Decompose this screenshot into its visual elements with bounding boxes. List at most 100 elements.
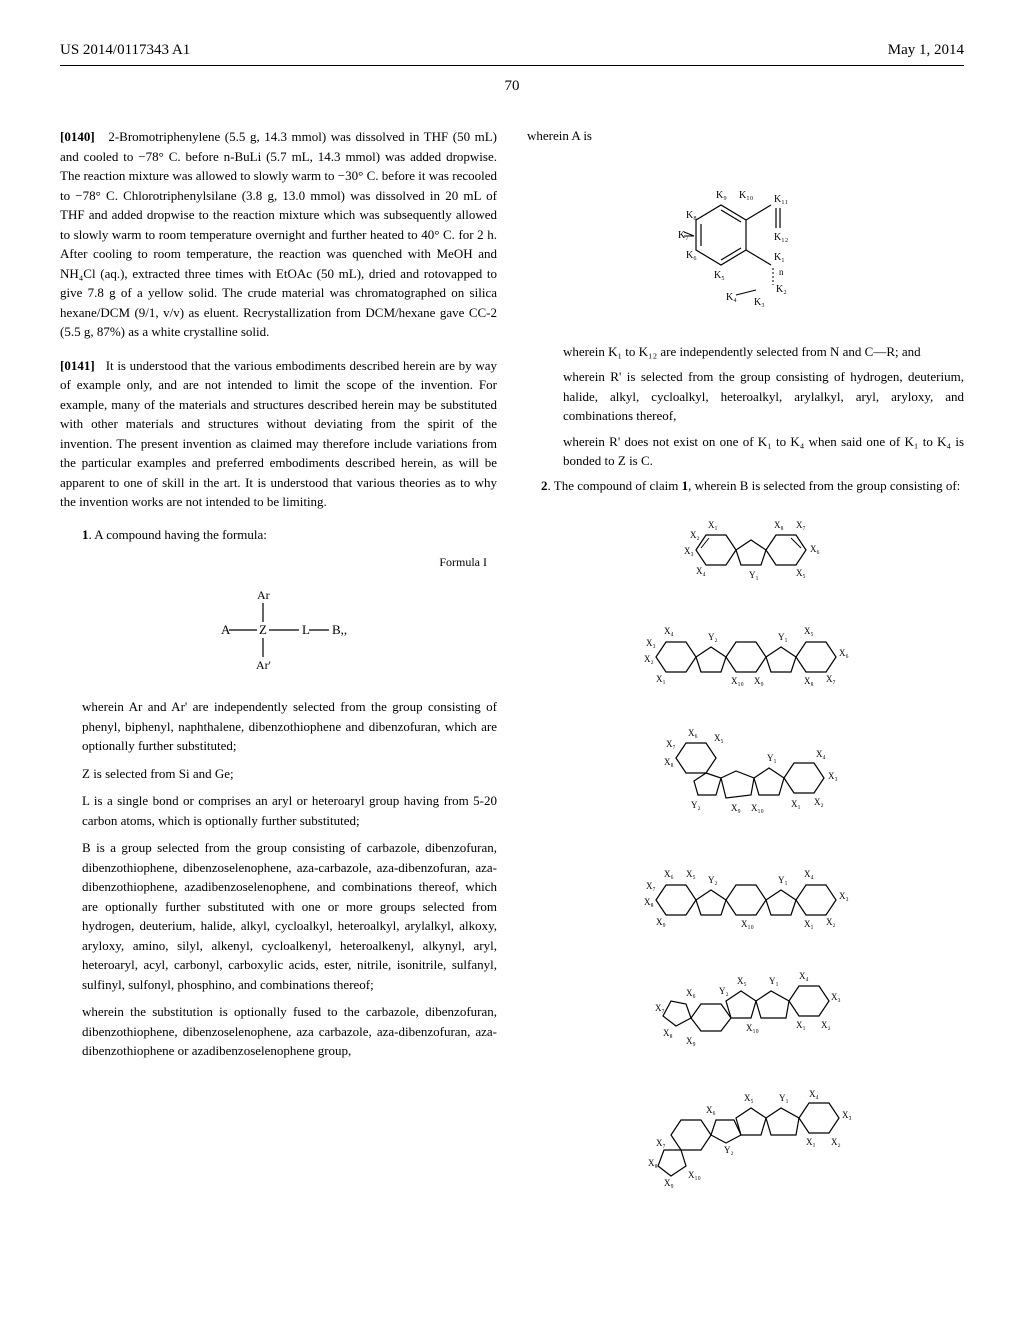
svg-text:B,,: B,, — [332, 622, 347, 637]
svg-text:K₂: K₂ — [776, 284, 787, 295]
svg-text:K₅: K₅ — [714, 270, 725, 281]
svg-text:Y₁: Y₁ — [778, 632, 788, 642]
svg-text:X₁: X₁ — [804, 919, 814, 929]
svg-text:X₃: X₃ — [839, 891, 849, 901]
svg-text:X₆: X₆ — [686, 988, 696, 998]
svg-text:X₆: X₆ — [664, 869, 674, 879]
claim-1-text: A compound having the formula: — [94, 527, 267, 542]
formula-label: Formula I — [60, 554, 487, 571]
svg-text:X₁: X₁ — [656, 674, 666, 684]
svg-text:X₄: X₄ — [809, 1089, 819, 1099]
svg-text:X₅: X₅ — [737, 976, 747, 986]
structure-b3-svg: X₇ X₆ X₅ X₈ Y₂ X₉ X₁₀ Y₁ X₄ X₃ X₂ X₁ — [636, 723, 856, 833]
svg-text:K₁: K₁ — [774, 252, 785, 263]
svg-text:X₄: X₄ — [799, 971, 809, 981]
svg-text:X₈: X₈ — [804, 676, 814, 686]
b-group: B is a group selected from the group con… — [82, 838, 497, 994]
svg-text:K₉: K₉ — [716, 190, 727, 201]
svg-text:K₄: K₄ — [726, 292, 737, 303]
publication-date: May 1, 2014 — [888, 40, 964, 61]
right-column: wherein A is K₈ K₇ K₆ K₅ K₉ K₁₀ K₁₁ — [527, 127, 964, 1220]
svg-text:Y₂: Y₂ — [724, 1145, 734, 1155]
structure-b1-svg: X₂ X₁ X₃ X₄ Y₁ X₈ X₇ X₆ X₅ — [646, 510, 846, 590]
structure-a-svg: K₈ K₇ K₆ K₅ K₉ K₁₀ K₁₁ K₁₂ K₁ K₂ K₃ K₄ — [636, 160, 856, 320]
svg-text:X₄: X₄ — [696, 566, 706, 576]
wherein-r2: wherein R' does not exist on one of K₁ t… — [563, 432, 964, 471]
structure-a: K₈ K₇ K₆ K₅ K₉ K₁₀ K₁₁ K₁₂ K₁ K₂ K₃ K₄ — [527, 160, 964, 327]
svg-text:X₂: X₂ — [826, 917, 836, 927]
svg-text:X₆: X₆ — [810, 544, 820, 554]
structure-b-5: X₅ Y₂ Y₁ X₄ X₃ X₂ X₁ X₁₀ X₆ X₇ X₈ X₉ — [527, 966, 964, 1073]
svg-text:X₇: X₇ — [646, 881, 656, 891]
svg-text:K₁₂: K₁₂ — [774, 232, 788, 243]
svg-text:X₇: X₇ — [796, 520, 806, 530]
content-columns: [0140] 2-Bromotriphenylene (5.5 g, 14.3 … — [60, 127, 964, 1220]
para-text-0140: 2-Bromotriphenylene (5.5 g, 14.3 mmol) w… — [60, 129, 497, 339]
page-header: US 2014/0117343 A1 May 1, 2014 — [60, 40, 964, 66]
svg-text:X₁₀: X₁₀ — [731, 676, 744, 686]
svg-text:X₉: X₉ — [731, 803, 741, 813]
svg-text:X₁₀: X₁₀ — [751, 803, 764, 813]
svg-text:K₈: K₈ — [686, 210, 697, 221]
svg-text:X₃: X₃ — [646, 638, 656, 648]
svg-text:X₄: X₄ — [816, 749, 826, 759]
svg-text:X₅: X₅ — [744, 1093, 754, 1103]
svg-text:X₂: X₂ — [821, 1020, 831, 1030]
structure-b-1: X₂ X₁ X₃ X₄ Y₁ X₈ X₇ X₆ X₅ — [527, 510, 964, 597]
svg-text:X₅: X₅ — [796, 568, 806, 578]
svg-text:Y₂: Y₂ — [719, 986, 729, 996]
claim-2: 2. The compound of claim 1, wherein B is… — [541, 477, 964, 495]
svg-text:Y₁: Y₁ — [769, 976, 779, 986]
svg-text:Y₁: Y₁ — [749, 570, 759, 580]
wherein-r: wherein R' is selected from the group co… — [563, 367, 964, 426]
l-single: L is a single bond or comprises an aryl … — [82, 791, 497, 830]
svg-text:X₈: X₈ — [774, 520, 784, 530]
structure-b-6: X₅ Y₁ X₄ X₃ X₂ X₁ X₆ Y₂ X₇ X₈ X₉ X₁₀ — [527, 1088, 964, 1205]
svg-text:X₉: X₉ — [686, 1036, 696, 1046]
svg-text:X₉: X₉ — [656, 917, 666, 927]
svg-text:Y₂: Y₂ — [708, 875, 718, 885]
svg-text:X₈: X₈ — [664, 757, 674, 767]
svg-text:K₁₁: K₁₁ — [774, 194, 788, 205]
svg-text:X₁₀: X₁₀ — [741, 919, 754, 929]
svg-text:X₅: X₅ — [714, 733, 724, 743]
svg-text:X₁₀: X₁₀ — [746, 1023, 759, 1033]
svg-text:L: L — [302, 622, 310, 637]
svg-text:Y₁: Y₁ — [779, 1093, 789, 1103]
svg-text:X₁: X₁ — [791, 799, 801, 809]
patent-number: US 2014/0117343 A1 — [60, 40, 190, 61]
svg-text:X₄: X₄ — [664, 626, 674, 636]
para-text-0141: It is understood that the various embodi… — [60, 358, 497, 510]
claim-2-text: The compound of claim 1, wherein B is se… — [554, 478, 961, 493]
svg-text:K₆: K₆ — [686, 250, 697, 261]
svg-text:X₃: X₃ — [831, 992, 841, 1002]
svg-text:X₈: X₈ — [663, 1028, 673, 1038]
svg-text:Ar': Ar' — [256, 658, 271, 672]
left-column: [0140] 2-Bromotriphenylene (5.5 g, 14.3 … — [60, 127, 497, 1220]
structure-b2-svg: X₃ X₄ X₂ X₁ Y₂ X₁₀ X₉ Y₁ X₅ X₆ X₇ X₈ — [626, 612, 866, 702]
paragraph-0140: [0140] 2-Bromotriphenylene (5.5 g, 14.3 … — [60, 127, 497, 342]
structure-b6-svg: X₅ Y₁ X₄ X₃ X₂ X₁ X₆ Y₂ X₇ X₈ X₉ X₁₀ — [636, 1088, 856, 1198]
svg-text:X₆: X₆ — [688, 728, 698, 738]
svg-text:K₁₀: K₁₀ — [739, 190, 754, 201]
svg-text:X₉: X₉ — [754, 676, 764, 686]
claim-1-intro: 1. A compound having the formula: — [82, 526, 497, 544]
svg-text:A: A — [221, 622, 231, 637]
svg-text:X₈: X₈ — [644, 897, 654, 907]
svg-text:Z: Z — [259, 622, 267, 637]
svg-text:X₉: X₉ — [664, 1178, 674, 1188]
svg-text:X₄: X₄ — [804, 869, 814, 879]
wherein-k: wherein K₁ to K₁₂ are independently sele… — [563, 342, 964, 362]
svg-text:K₃: K₃ — [754, 297, 765, 308]
svg-text:X₇: X₇ — [655, 1003, 665, 1013]
wherein-a: wherein A is — [527, 127, 964, 145]
svg-text:X₃: X₃ — [684, 546, 694, 556]
svg-text:X₁: X₁ — [806, 1137, 816, 1147]
page-number: 70 — [60, 76, 964, 97]
svg-text:X₂: X₂ — [690, 530, 700, 540]
svg-text:Y₂: Y₂ — [708, 632, 718, 642]
svg-text:Y₁: Y₁ — [778, 875, 788, 885]
svg-text:Y₁: Y₁ — [767, 753, 777, 763]
svg-text:X₂: X₂ — [831, 1137, 841, 1147]
svg-text:X₇: X₇ — [826, 674, 836, 684]
